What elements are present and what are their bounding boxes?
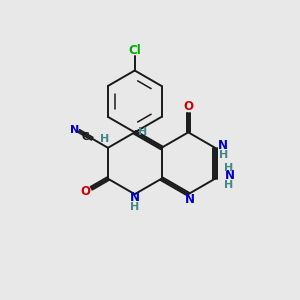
Text: N: N bbox=[218, 139, 228, 152]
Text: O: O bbox=[81, 185, 91, 198]
Text: H: H bbox=[224, 163, 234, 172]
Text: H: H bbox=[219, 150, 228, 160]
Text: O: O bbox=[183, 100, 193, 113]
Text: Cl: Cl bbox=[128, 44, 141, 57]
Text: N: N bbox=[130, 191, 140, 204]
Text: N: N bbox=[70, 124, 79, 134]
Text: C: C bbox=[82, 132, 89, 142]
Text: H: H bbox=[138, 127, 148, 137]
Text: H: H bbox=[130, 202, 140, 212]
Text: N: N bbox=[224, 169, 235, 182]
Text: N: N bbox=[185, 193, 195, 206]
Text: H: H bbox=[224, 180, 234, 190]
Text: H: H bbox=[100, 134, 109, 144]
